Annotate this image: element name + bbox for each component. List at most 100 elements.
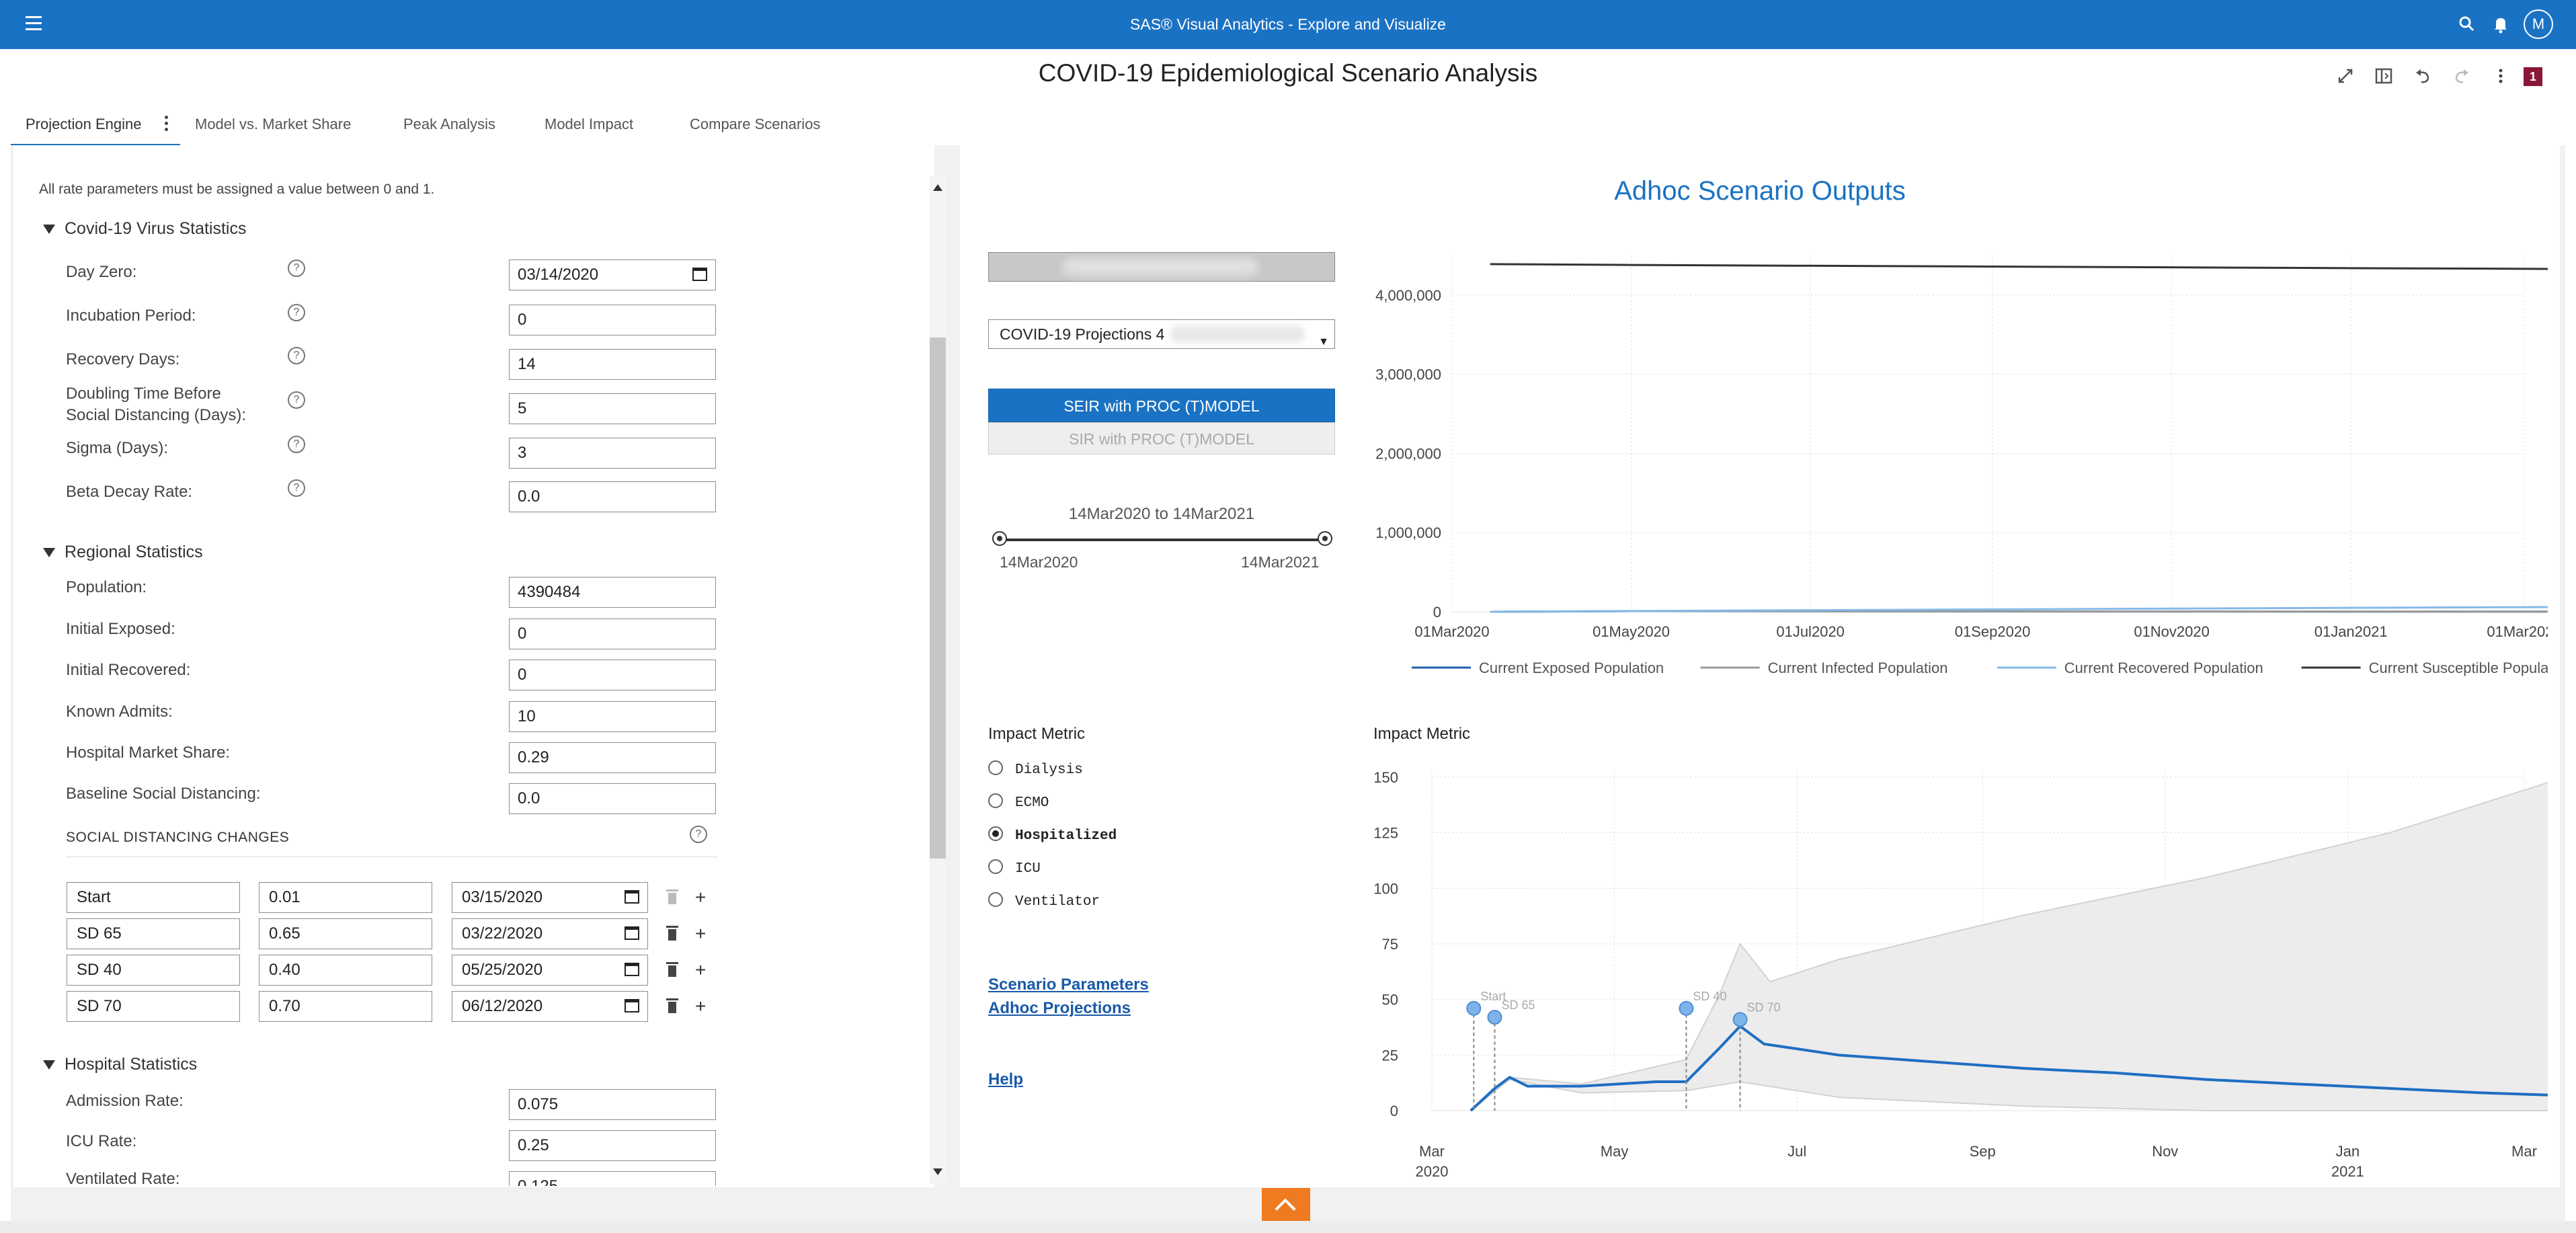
radio-ventilator[interactable]: Ventilator: [988, 892, 1100, 912]
section-virus-statistics[interactable]: Covid-19 Virus Statistics: [43, 219, 246, 239]
seir-button[interactable]: SEIR with PROC (T)MODEL: [988, 389, 1335, 422]
label-doubling-time: Doubling Time Before: [66, 385, 221, 403]
tab-model-impact[interactable]: Model Impact: [545, 116, 634, 132]
ventilated-rate-field[interactable]: 0.125: [509, 1171, 716, 1186]
sd-date-input[interactable]: 03/15/2020: [452, 882, 648, 913]
y-tick-label: 3,000,000: [1375, 366, 1441, 383]
undo-icon[interactable]: [2413, 66, 2433, 86]
initial-exposed-field[interactable]: 0: [509, 619, 716, 649]
annotation-marker: [1679, 1000, 1694, 1016]
maximize-icon[interactable]: [2335, 66, 2356, 86]
sd-name-input[interactable]: SD 40: [67, 955, 240, 986]
calendar-icon[interactable]: [625, 963, 639, 976]
scroll-up-icon[interactable]: [933, 184, 942, 191]
bell-icon[interactable]: [2490, 13, 2511, 35]
sd-name-input[interactable]: SD 70: [67, 991, 240, 1022]
label-recovery-days: Recovery Days:: [66, 350, 180, 368]
sir-button[interactable]: SIR with PROC (T)MODEL: [988, 422, 1335, 454]
add-icon[interactable]: +: [695, 887, 707, 908]
help-icon[interactable]: ?: [288, 479, 305, 497]
more-options-icon[interactable]: [2491, 66, 2511, 86]
projection-select[interactable]: COVID-19 Projections 4 ▼: [988, 319, 1335, 349]
x-tick-label: Jan: [2336, 1143, 2360, 1160]
add-icon[interactable]: +: [695, 996, 707, 1017]
sd-rate-input[interactable]: 0.65: [259, 918, 432, 949]
sigma-field[interactable]: 3: [509, 438, 716, 469]
app-title: SAS® Visual Analytics - Explore and Visu…: [1130, 15, 1446, 33]
recovery-days-field[interactable]: 14: [509, 349, 716, 380]
calendar-icon[interactable]: [625, 890, 639, 904]
help-icon[interactable]: ?: [288, 436, 305, 453]
tab-model-vs-market-share[interactable]: Model vs. Market Share: [195, 116, 352, 132]
population-field[interactable]: 4390484: [509, 577, 716, 608]
x-tick-year: 2021: [2331, 1163, 2364, 1180]
scroll-thumb[interactable]: [930, 337, 946, 859]
icu-rate-field[interactable]: 0.25: [509, 1130, 716, 1161]
sd-name-input[interactable]: Start: [67, 882, 240, 913]
sd-date-input[interactable]: 06/12/2020: [452, 991, 648, 1022]
tab-label: Projection Engine: [26, 116, 142, 132]
admission-rate-field[interactable]: 0.075: [509, 1089, 716, 1120]
doubling-time-field[interactable]: 5: [509, 393, 716, 424]
known-admits-field[interactable]: 10: [509, 701, 716, 732]
help-icon[interactable]: ?: [288, 304, 305, 321]
avatar[interactable]: M: [2524, 9, 2553, 39]
delete-icon[interactable]: [666, 998, 678, 1013]
redacted-text-input[interactable]: [988, 252, 1335, 282]
redo-icon[interactable]: [2452, 66, 2472, 86]
label-day-zero: Day Zero:: [66, 263, 137, 281]
incubation-period-field[interactable]: 0: [509, 305, 716, 335]
label-incubation-period: Incubation Period:: [66, 307, 196, 325]
beta-decay-field[interactable]: 0.0: [509, 481, 716, 512]
slider-start-handle[interactable]: [992, 531, 1007, 546]
section-regional-statistics[interactable]: Regional Statistics: [43, 543, 203, 562]
calendar-icon[interactable]: [625, 926, 639, 940]
x-tick-label: Sep: [1970, 1143, 1996, 1160]
radio-icu[interactable]: ICU: [988, 859, 1041, 879]
date-range-slider[interactable]: [1000, 539, 1325, 541]
market-share-field[interactable]: 0.29: [509, 742, 716, 773]
tab-compare-scenarios[interactable]: Compare Scenarios: [690, 116, 821, 132]
initial-recovered-field[interactable]: 0: [509, 660, 716, 690]
help-icon[interactable]: ?: [690, 826, 707, 843]
help-icon[interactable]: ?: [288, 347, 305, 364]
calendar-icon[interactable]: [692, 268, 707, 281]
sd-rate-input[interactable]: 0.40: [259, 955, 432, 986]
impact-metric-label: Impact Metric: [988, 725, 1086, 743]
adhoc-projections-link[interactable]: Adhoc Projections: [988, 999, 1131, 1017]
calendar-icon[interactable]: [625, 999, 639, 1012]
select-value: COVID-19 Projections 4: [1000, 325, 1165, 343]
scenario-parameters-link[interactable]: Scenario Parameters: [988, 976, 1149, 994]
help-icon[interactable]: ?: [288, 260, 305, 277]
scrollbar[interactable]: [930, 176, 946, 1183]
add-icon[interactable]: +: [695, 923, 707, 944]
section-title: Regional Statistics: [65, 543, 203, 561]
confidence-band: [1470, 783, 2548, 1111]
delete-icon[interactable]: [666, 926, 678, 941]
help-icon[interactable]: ?: [288, 391, 305, 409]
slider-end-handle[interactable]: [1318, 531, 1332, 546]
sd-date-input[interactable]: 03/22/2020: [452, 918, 648, 949]
radio-label: Ventilator: [1015, 894, 1100, 910]
search-icon[interactable]: [2456, 13, 2478, 35]
x-tick-label: 01Nov2020: [2134, 623, 2210, 640]
sd-rate-input[interactable]: 0.70: [259, 991, 432, 1022]
sd-name-input[interactable]: SD 65: [67, 918, 240, 949]
sd-rate-input[interactable]: 0.01: [259, 882, 432, 913]
help-link[interactable]: Help: [988, 1070, 1024, 1088]
baseline-sd-field[interactable]: 0.0: [509, 783, 716, 814]
day-zero-field[interactable]: 03/14/2020: [509, 260, 716, 290]
panel-toggle-icon[interactable]: [2374, 66, 2394, 86]
section-hospital-statistics[interactable]: Hospital Statistics: [43, 1055, 197, 1074]
radio-hospitalized[interactable]: Hospitalized: [988, 826, 1117, 846]
radio-ecmo[interactable]: ECMO: [988, 793, 1049, 813]
sd-date-input[interactable]: 05/25/2020: [452, 955, 648, 986]
tab-projection-engine[interactable]: Projection Engine: [11, 105, 180, 146]
radio-dialysis[interactable]: Dialysis: [988, 760, 1083, 780]
menu-icon[interactable]: [26, 16, 42, 31]
scroll-down-icon[interactable]: [933, 1168, 942, 1175]
add-icon[interactable]: +: [695, 959, 707, 980]
delete-icon[interactable]: [666, 962, 678, 977]
tab-peak-analysis[interactable]: Peak Analysis: [403, 116, 495, 132]
tab-menu-icon[interactable]: [164, 116, 169, 133]
